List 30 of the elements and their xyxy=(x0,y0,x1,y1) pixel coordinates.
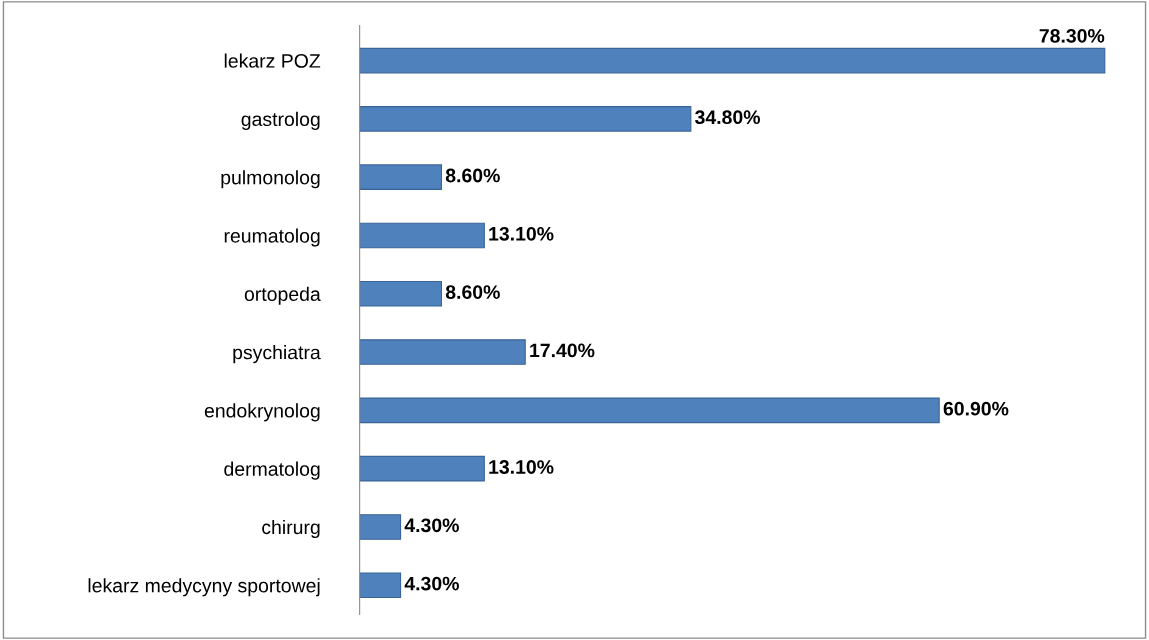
data-label: 4.30% xyxy=(404,518,459,533)
y-tick-label: ortopeda xyxy=(244,286,321,305)
data-label: 8.60% xyxy=(445,285,500,299)
bar xyxy=(359,397,940,424)
y-tick-label: pulmonolog xyxy=(221,170,320,189)
bar xyxy=(359,280,443,307)
bar xyxy=(359,455,485,482)
bar xyxy=(359,106,692,132)
data-label: 17.40% xyxy=(530,343,595,358)
bar xyxy=(359,572,402,599)
y-tick-label: lekarz medycyny sportowej xyxy=(88,578,320,597)
y-tick-label: dermatolog xyxy=(224,461,320,480)
y-tick-label: chirurg xyxy=(262,519,320,539)
data-label: 60.90% xyxy=(943,401,1009,416)
y-tick-label: endokrynolog xyxy=(204,403,320,422)
y-tick-label: gastrolog xyxy=(241,111,320,130)
bar xyxy=(359,164,443,190)
bar xyxy=(359,222,485,249)
data-label: 4.30% xyxy=(404,576,459,591)
y-tick-label: lekarz POZ xyxy=(224,53,321,68)
data-label: 13.10% xyxy=(489,226,554,241)
bar xyxy=(359,514,402,540)
bar xyxy=(359,47,1106,74)
data-label: 78.30% xyxy=(1039,28,1105,43)
data-label: 8.60% xyxy=(445,168,500,183)
y-tick-label: psychiatra xyxy=(233,345,321,364)
data-label: 13.10% xyxy=(489,460,554,474)
data-label: 34.80% xyxy=(695,110,761,125)
y-tick-label: reumatolog xyxy=(224,228,320,247)
bar xyxy=(359,339,526,365)
